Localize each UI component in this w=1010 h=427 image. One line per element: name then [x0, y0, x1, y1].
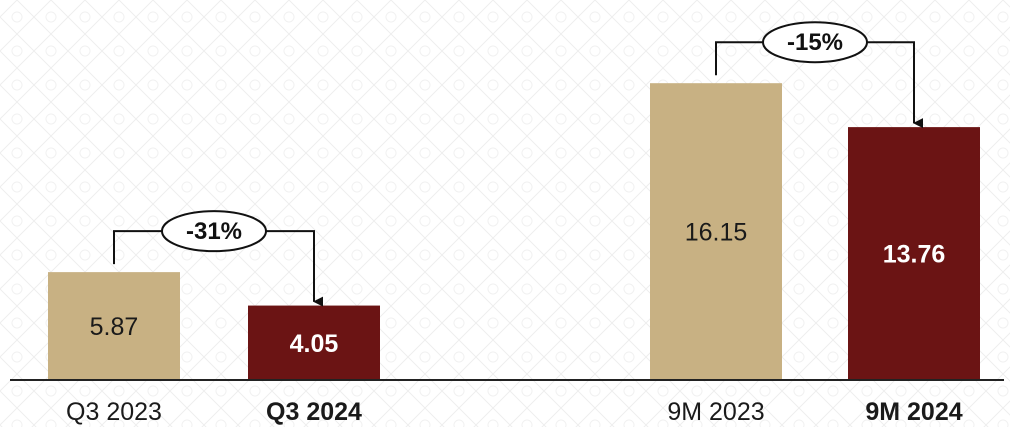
category-label: Q3 2023 [66, 398, 162, 426]
category-label: Q3 2024 [266, 398, 362, 426]
bar-q3-2024 [248, 305, 380, 380]
bars-layer [48, 83, 980, 381]
change-label: -15% [787, 29, 843, 56]
value-label: 5.87 [90, 313, 139, 341]
change-badge [161, 210, 267, 253]
change-annotations-layer: -31% -15% [113, 21, 923, 307]
category-label: 9M 2023 [667, 398, 764, 426]
value-label: 16.15 [685, 219, 748, 247]
change-annotation: -15% [715, 21, 923, 129]
bar-9m-2023 [650, 83, 782, 381]
change-label: -31% [186, 218, 242, 245]
value-label: 13.76 [883, 241, 946, 269]
category-label: 9M 2024 [865, 398, 962, 426]
value-label: 4.05 [290, 330, 339, 358]
change-annotation: -31% [113, 210, 323, 307]
category-labels-layer: Q3 2023 Q3 2024 9M 2023 9M 2024 [66, 398, 963, 426]
value-labels-layer: 5.87 4.05 16.15 13.76 [90, 219, 946, 358]
bar-9m-2024 [848, 127, 980, 380]
bar-q3-2023 [48, 272, 180, 380]
change-badge [762, 21, 868, 64]
